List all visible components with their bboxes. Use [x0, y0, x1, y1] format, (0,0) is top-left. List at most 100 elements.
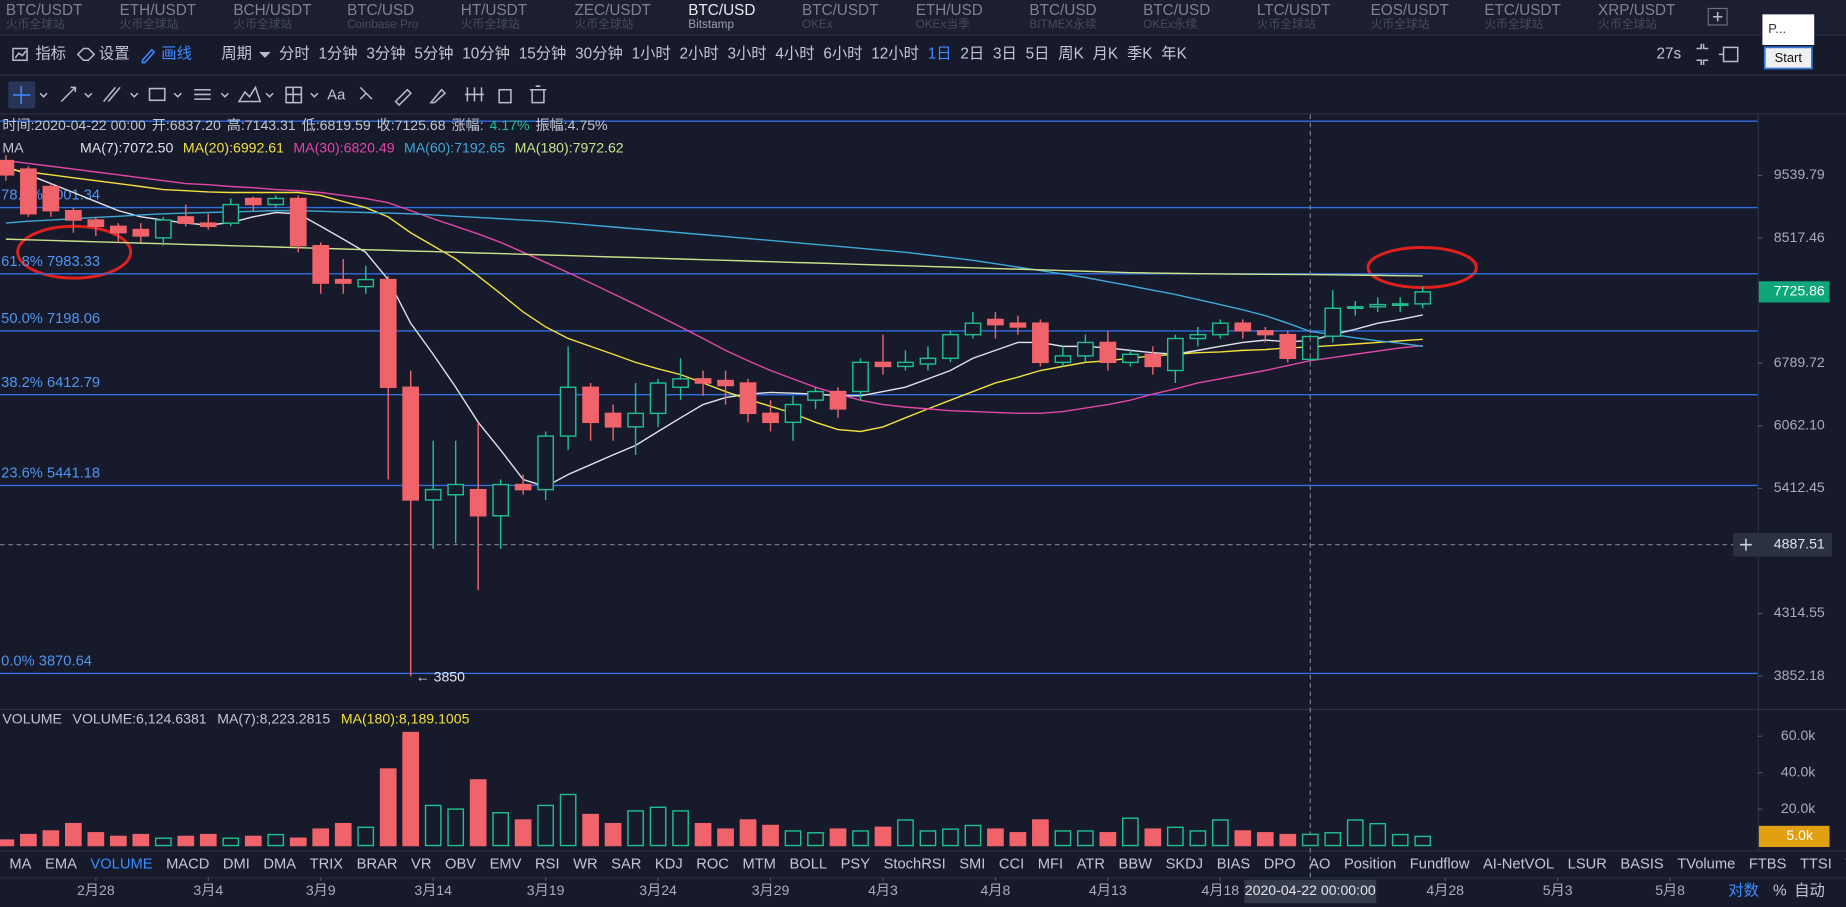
period-button[interactable]: 30分钟 — [575, 45, 623, 62]
x-tick-label: 4月13 — [1089, 882, 1127, 898]
volume-bar — [919, 830, 937, 847]
period-button[interactable]: 月K — [1093, 45, 1119, 62]
indicator-button[interactable]: Fundflow — [1410, 856, 1470, 872]
toolbar-button[interactable]: 指标 — [35, 45, 66, 62]
period-button[interactable]: 3小时 — [727, 45, 766, 62]
period-button[interactable]: 1小时 — [632, 45, 671, 62]
candle-body — [379, 278, 397, 388]
period-button[interactable]: 年K — [1161, 45, 1187, 62]
indicator-button[interactable]: BOLL — [789, 856, 827, 872]
last-price-tag — [1758, 281, 1830, 303]
indicator-button[interactable]: SAR — [611, 856, 641, 872]
indicator-button[interactable]: KDJ — [655, 856, 683, 872]
indicator-button[interactable]: EMV — [490, 856, 522, 872]
indicator-button[interactable]: AO — [1309, 856, 1330, 872]
indicator-button[interactable]: TRIX — [310, 856, 344, 872]
indicator-button[interactable]: CCI — [999, 856, 1024, 872]
text-tool[interactable]: Aa — [327, 87, 346, 103]
indicator-button[interactable]: ATR — [1077, 856, 1105, 872]
indicator-button[interactable]: DMA — [263, 856, 296, 872]
indicator-button[interactable]: EMA — [45, 856, 77, 872]
period-button[interactable]: 季K — [1127, 45, 1153, 62]
period-button[interactable]: 1日 — [928, 45, 952, 62]
period-button[interactable]: 6小时 — [823, 45, 862, 62]
indicator-button[interactable]: AI-NetVOL — [1483, 856, 1554, 872]
tab-pair[interactable]: LTC/USDT — [1257, 2, 1331, 19]
candle-body — [1369, 303, 1387, 308]
indicator-button[interactable]: MA — [9, 856, 31, 872]
axis-option[interactable]: 自动 — [1794, 883, 1825, 900]
indicator-button[interactable]: BIAS — [1217, 856, 1251, 872]
x-tick-label: 3月4 — [193, 882, 223, 898]
indicator-button[interactable]: TTSI — [1800, 856, 1832, 872]
indicator-button[interactable]: DMI — [223, 856, 250, 872]
indicator-button[interactable]: MACD — [166, 856, 209, 872]
tab-pair[interactable]: EOS/USDT — [1371, 2, 1449, 19]
indicator-button[interactable]: Position — [1344, 856, 1396, 872]
period-button[interactable]: 5分钟 — [414, 45, 453, 62]
indicator-button[interactable]: LSUR — [1568, 856, 1607, 872]
period-button[interactable]: 2小时 — [680, 45, 719, 62]
indicator-button[interactable]: SKDJ — [1166, 856, 1204, 872]
indicator-button[interactable]: MTM — [742, 856, 775, 872]
ma-line — [5, 159, 1423, 415]
indicator-button[interactable]: OBV — [445, 856, 476, 872]
period-button[interactable]: 10分钟 — [462, 45, 510, 62]
candle-body — [1189, 333, 1207, 340]
tab-pair[interactable]: XRP/USDT — [1598, 2, 1675, 19]
toolbar-button[interactable]: 设置 — [99, 45, 130, 62]
indicator-button[interactable]: ROC — [696, 856, 729, 872]
tab-pair[interactable]: BTC/USD — [1029, 2, 1096, 19]
volume-bar — [1234, 830, 1252, 847]
indicator-button[interactable]: TVolume — [1677, 856, 1735, 872]
volume-bar — [964, 824, 982, 847]
tab-pair[interactable]: ZEC/USDT — [575, 2, 652, 19]
indicator-button[interactable]: RSI — [535, 856, 560, 872]
period-button[interactable]: 3日 — [993, 45, 1017, 62]
indicator-button[interactable]: BBW — [1119, 856, 1153, 872]
tab-pair[interactable]: BTC/USDT — [802, 2, 879, 19]
tab-pair[interactable]: BTC/USD — [347, 2, 414, 19]
indicator-button[interactable]: SMI — [959, 856, 985, 872]
axis-option[interactable]: 对数 — [1728, 883, 1759, 900]
indicator-button[interactable]: DPO — [1264, 856, 1296, 872]
period-button[interactable]: 15分钟 — [519, 45, 567, 62]
indicator-button[interactable]: PSY — [841, 856, 871, 872]
add-tab-button[interactable] — [1707, 7, 1728, 26]
tab-pair[interactable]: ETC/USDT — [1484, 2, 1561, 19]
tab-pair[interactable]: ETH/USDT — [120, 2, 196, 19]
indicator-button[interactable]: VR — [411, 856, 431, 872]
axis-option[interactable]: % — [1773, 883, 1787, 900]
indicator-button[interactable]: MFI — [1038, 856, 1063, 872]
indicator-button[interactable]: StochRSI — [884, 856, 946, 872]
indicator-button[interactable]: FTBS — [1749, 856, 1787, 872]
period-button[interactable]: 4小时 — [775, 45, 814, 62]
candle-body — [694, 378, 712, 384]
tab-pair[interactable]: BCH/USDT — [233, 2, 311, 19]
period-button[interactable]: 12小时 — [871, 45, 919, 62]
y-tick-label: 6062.10 — [1774, 417, 1825, 433]
period-button[interactable]: 2日 — [960, 45, 984, 62]
toolbar-button[interactable]: 画线 — [161, 45, 192, 62]
indicator-button[interactable]: VOLUME — [90, 856, 152, 872]
period-button[interactable]: 1分钟 — [318, 45, 357, 62]
tab-pair[interactable]: BTC/USD — [1143, 2, 1210, 19]
start-button[interactable] — [1763, 46, 1813, 70]
period-button[interactable]: 5日 — [1026, 45, 1050, 62]
indicator-button[interactable]: BASIS — [1620, 856, 1664, 872]
drawing-tools[interactable] — [12, 85, 547, 107]
candle-body — [222, 203, 240, 224]
volume-bar — [334, 822, 352, 847]
period-button[interactable]: 3分钟 — [366, 45, 405, 62]
tab-pair[interactable]: BTC/USD — [688, 2, 755, 19]
tab-pair[interactable]: HT/USDT — [461, 2, 527, 19]
tab-pair[interactable]: ETH/USD — [916, 2, 983, 19]
period-button[interactable]: 周K — [1058, 45, 1084, 62]
indicator-button[interactable]: WR — [573, 856, 598, 872]
indicator-button[interactable]: BRAR — [357, 856, 398, 872]
window-icons[interactable] — [1696, 43, 1739, 65]
period-button[interactable]: 分时 — [279, 45, 310, 62]
tab-pair[interactable]: BTC/USDT — [6, 2, 83, 19]
candle-body — [132, 228, 150, 237]
